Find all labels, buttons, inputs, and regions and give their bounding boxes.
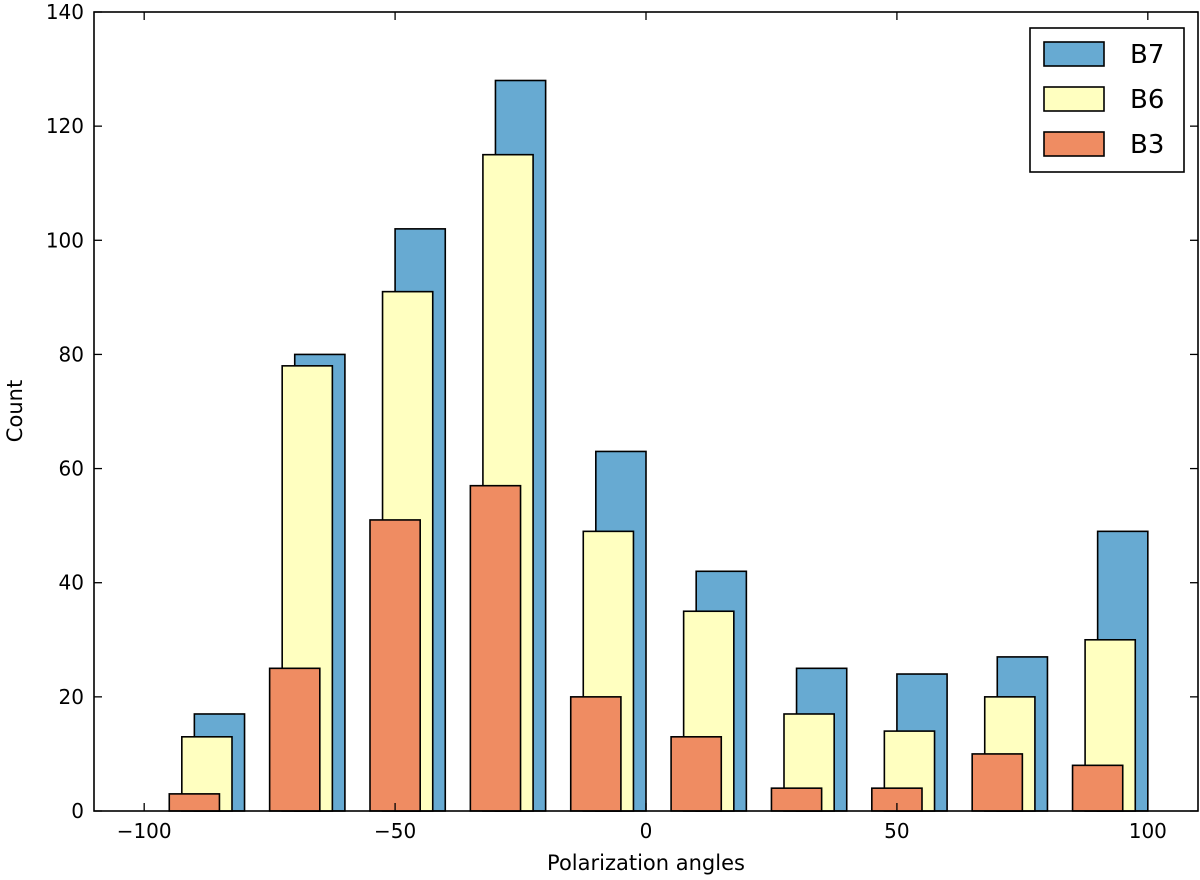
- legend-label-b6: B6: [1130, 85, 1164, 115]
- bar-b3-8: [971, 753, 1024, 812]
- legend-label-b7: B7: [1130, 40, 1164, 70]
- bar-b3-6: [770, 787, 823, 812]
- y-tick-label: 40: [59, 571, 84, 595]
- legend-swatch-b6: [1043, 86, 1105, 112]
- bar-b3-2: [369, 519, 421, 812]
- x-tick-label: −50: [374, 819, 416, 843]
- legend-label-b3: B3: [1130, 130, 1164, 160]
- legend-swatch-b3: [1043, 131, 1105, 157]
- x-tick-label: 0: [640, 819, 653, 843]
- x-tick-label: −100: [117, 819, 172, 843]
- y-tick-label: 80: [59, 342, 84, 366]
- plot-frame: [93, 11, 1199, 812]
- y-tick-label: 20: [59, 685, 84, 709]
- y-tick-label: 60: [59, 457, 84, 481]
- bar-b3-5: [670, 736, 723, 812]
- bar-b3-0: [168, 793, 221, 812]
- x-axis-label: Polarization angles: [547, 851, 745, 875]
- bar-b3-9: [1071, 764, 1124, 812]
- x-tick-label: 100: [1129, 819, 1167, 843]
- bar-b3-4: [569, 696, 622, 812]
- legend: B7 B6 B3: [1029, 27, 1185, 173]
- x-tick-label: 50: [884, 819, 909, 843]
- bars-layer: [168, 79, 1149, 812]
- y-tick-label: 140: [46, 0, 84, 24]
- bar-b3-3: [469, 484, 522, 812]
- y-tick-label: 0: [71, 799, 84, 823]
- y-tick-label: 120: [46, 114, 84, 138]
- bar-b3-1: [268, 667, 321, 812]
- y-tick-label: 100: [46, 228, 84, 252]
- y-axis-label: Count: [3, 380, 27, 442]
- legend-swatch-b7: [1043, 41, 1105, 67]
